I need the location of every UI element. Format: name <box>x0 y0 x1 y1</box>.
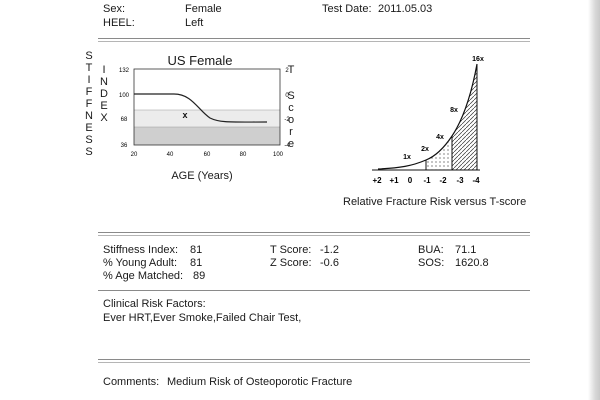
divider <box>98 38 530 39</box>
young-adult-label: % Young Adult: <box>103 257 178 269</box>
scan-edge-shadow <box>588 0 600 400</box>
vertical-letter: F <box>85 86 93 98</box>
patient-marker: x <box>182 110 187 120</box>
fracture-risk-chart: 1x 2x 4x 8x 16x +2 +1 0 -1 -2 -3 -4 <box>372 56 484 185</box>
t-score-tick: 0 <box>408 176 413 185</box>
z-score-label: Z Score: <box>270 257 312 269</box>
low-band <box>134 127 280 145</box>
sos-label: SOS: <box>418 257 445 269</box>
vertical-letter: X <box>100 112 108 124</box>
divider <box>98 41 530 42</box>
graph-title: US Female <box>167 53 232 68</box>
vertical-letter: e <box>287 138 295 150</box>
vertical-letter: N <box>85 110 93 122</box>
t-score-tick: -4 <box>472 176 480 185</box>
normal-band <box>134 110 280 127</box>
osteoporosis-area <box>452 64 477 170</box>
bua-value: 71.1 <box>455 244 477 256</box>
vertical-letter: E <box>100 100 108 112</box>
vertical-letter: I <box>87 74 91 86</box>
t-tick-label: -2 <box>284 117 290 123</box>
vertical-letter: I <box>102 64 106 76</box>
vertical-letter: N <box>100 76 108 88</box>
t-vertical-label: T <box>286 64 296 76</box>
t-tick-label: 2 <box>285 68 289 74</box>
stiffness-index-value: 81 <box>190 244 203 256</box>
risk-curve <box>377 63 478 170</box>
x-tick-label: 100 <box>273 152 284 158</box>
vertical-letter: c <box>288 102 294 114</box>
risk-label: 16x <box>472 56 484 63</box>
y-tick-label: 68 <box>121 117 128 123</box>
divider <box>98 362 530 363</box>
divider <box>98 290 530 291</box>
divider <box>98 359 530 360</box>
stiffness-index-label: Stiffness Index: <box>103 244 179 256</box>
age-matched-label: % Age Matched: <box>103 270 184 282</box>
age-matched-value: 89 <box>193 270 206 282</box>
clinical-risk-title: Clinical Risk Factors: <box>103 298 206 310</box>
y-tick-label: 100 <box>119 93 130 99</box>
vertical-letter: S <box>85 50 93 62</box>
sex-label: Sex: <box>103 3 126 15</box>
test-date-label: Test Date: <box>322 3 372 15</box>
x-tick-label: 20 <box>131 152 138 158</box>
divider <box>98 232 530 233</box>
risk-label: 4x <box>436 134 444 141</box>
vertical-letter: S <box>287 90 295 102</box>
vertical-letter: D <box>100 88 108 100</box>
x-tick-label: 40 <box>167 152 174 158</box>
t-score-tick: -1 <box>423 176 431 185</box>
y-tick-label: 36 <box>121 143 128 149</box>
test-date-value: 2011.05.03 <box>378 3 433 15</box>
heel-value: Left <box>185 17 204 29</box>
young-adult-value: 81 <box>190 257 203 269</box>
x-axis-label: AGE (Years) <box>171 170 232 182</box>
heel-label: HEEL: <box>103 17 135 29</box>
bua-label: BUA: <box>418 244 444 256</box>
risk-label: 2x <box>421 146 429 153</box>
risk-label: 8x <box>450 107 458 114</box>
t-score-label: T Score: <box>270 244 312 256</box>
t-tick-label: 0 <box>285 93 289 99</box>
x-tick-label: 60 <box>204 152 211 158</box>
t-tick-label: -4 <box>284 143 290 149</box>
vertical-letter: S <box>85 146 93 158</box>
risk-chart-caption: Relative Fracture Risk versus T-score <box>343 196 527 208</box>
t-score-value: -1.2 <box>320 244 339 256</box>
t-score-tick: -3 <box>456 176 464 185</box>
divider <box>98 235 530 236</box>
sex-value: Female <box>185 3 222 15</box>
x-tick-label: 80 <box>240 152 247 158</box>
vertical-letter: S <box>85 134 93 146</box>
y-tick-label: 132 <box>119 68 130 74</box>
graph-frame <box>133 68 281 146</box>
comments-value: Medium Risk of Osteoporotic Fracture <box>167 376 353 388</box>
sos-value: 1620.8 <box>455 257 489 269</box>
vertical-letter: o <box>287 114 295 126</box>
z-score-value: -0.6 <box>320 257 339 269</box>
reference-curve <box>134 93 268 123</box>
vertical-letter: E <box>85 122 93 134</box>
comments-label: Comments: <box>103 376 160 388</box>
t-score-tick: -2 <box>439 176 447 185</box>
vertical-letter: T <box>85 62 93 74</box>
vertical-letter: r <box>289 126 293 138</box>
age-reference-graph: US Female x 132 100 68 36 2 0 -2 -4 20 4… <box>119 53 290 182</box>
t-score-tick: +2 <box>372 176 382 185</box>
clinical-risk-value: Ever HRT,Ever Smoke,Failed Chair Test, <box>103 312 302 324</box>
risk-label: 1x <box>403 154 411 161</box>
t-score-tick: +1 <box>389 176 399 185</box>
osteopenia-area <box>426 136 452 170</box>
vertical-letter: F <box>85 98 93 110</box>
vertical-letter: T <box>287 64 295 76</box>
